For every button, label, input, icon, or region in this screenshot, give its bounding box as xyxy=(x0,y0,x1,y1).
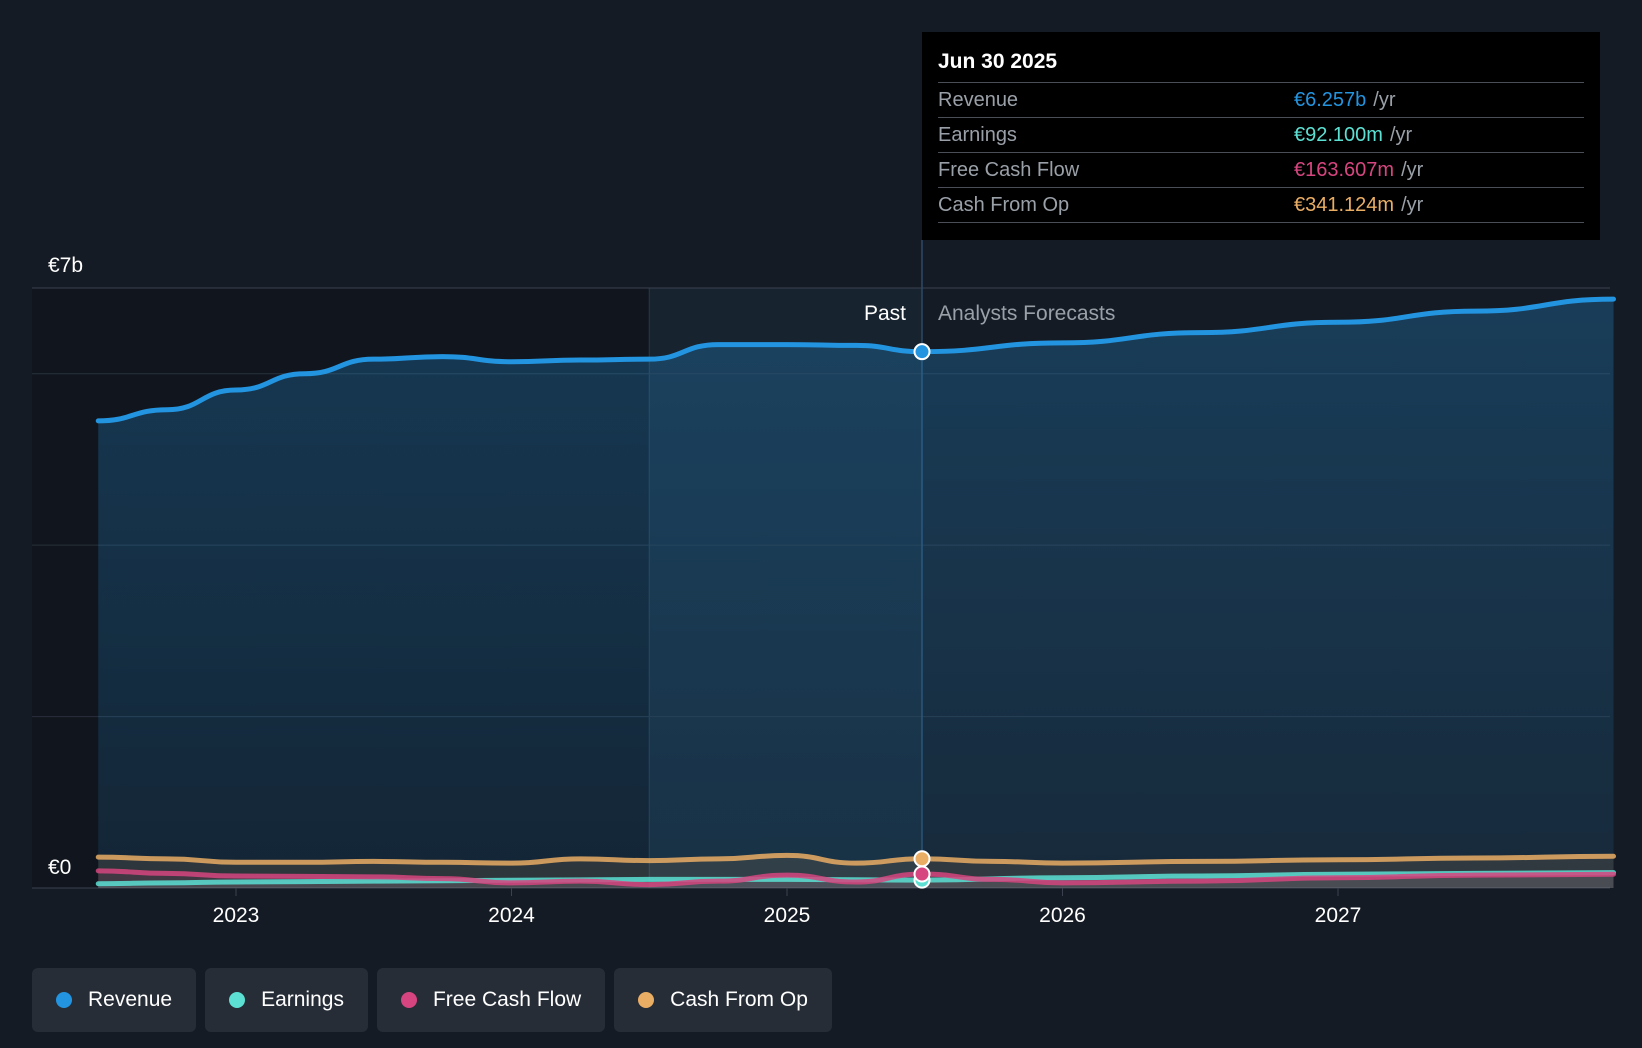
tooltip-date: Jun 30 2025 xyxy=(938,50,1058,73)
tooltip-value: €92.100m xyxy=(1294,124,1383,146)
x-tick-label: 2023 xyxy=(213,904,260,927)
free-cash-flow-area xyxy=(98,870,1614,888)
revenue-marker xyxy=(913,343,931,361)
tooltip-unit: /yr xyxy=(1401,159,1424,181)
legend-item-cash-from-op[interactable]: Cash From Op xyxy=(614,968,832,1032)
x-tick-label: 2027 xyxy=(1315,904,1362,927)
past-label: Past xyxy=(864,302,906,325)
tooltip-value: €163.607m xyxy=(1294,159,1395,181)
tooltip-label: Revenue xyxy=(938,89,1019,111)
tooltip-unit: /yr xyxy=(1373,89,1396,111)
legend-dot-icon xyxy=(400,992,417,1008)
x-tick-label: 2024 xyxy=(488,904,535,927)
free-cash-flow-line xyxy=(95,868,1616,888)
tooltip-unit: /yr xyxy=(1389,124,1413,146)
legend-label: Free Cash Flow xyxy=(432,988,582,1011)
legend-item-earnings[interactable]: Earnings xyxy=(205,968,368,1032)
tooltip: Jun 30 2025 Revenue €6.257b /yr Earnings… xyxy=(922,32,1600,240)
forecast-label: Analysts Forecasts xyxy=(938,302,1115,325)
x-tick-label: 2025 xyxy=(764,904,811,927)
y-tick-label: €7b xyxy=(48,254,83,277)
legend-label: Earnings xyxy=(261,988,344,1011)
legend-item-free-cash-flow[interactable]: Free Cash Flow xyxy=(376,968,606,1032)
tooltip-unit: /yr xyxy=(1401,194,1424,216)
tooltip-row-earnings: Earnings €92.100m /yr xyxy=(938,117,1584,152)
tooltip-value: €341.124m xyxy=(1294,194,1395,216)
tooltip-label: Free Cash Flow xyxy=(938,159,1080,181)
tooltip-label: Cash From Op xyxy=(938,194,1070,216)
tooltip-row-cash-from-op: Cash From Op €341.124m /yr xyxy=(938,187,1584,223)
legend-dot-icon xyxy=(638,992,655,1008)
legend-item-revenue[interactable]: Revenue xyxy=(32,968,197,1032)
x-tick-label: 2026 xyxy=(1039,904,1086,927)
free-cash-flow-marker xyxy=(913,865,931,883)
revenue-line xyxy=(95,296,1616,424)
tooltip-label: Earnings xyxy=(938,124,1017,146)
tooltip-row-revenue: Revenue €6.257b /yr xyxy=(938,82,1584,117)
tooltip-value: €6.257b xyxy=(1294,89,1367,111)
cash-from-op-marker xyxy=(913,850,931,868)
revenue-area xyxy=(98,299,1614,889)
legend-label: Revenue xyxy=(88,988,173,1011)
legend-dot-icon xyxy=(229,992,246,1008)
legend-dot-icon xyxy=(56,992,72,1008)
y-tick-label: €0 xyxy=(48,856,71,879)
legend: Revenue Earnings Free Cash Flow Cash Fro… xyxy=(32,968,832,1032)
tooltip-row-free-cash-flow: Free Cash Flow €163.607m /yr xyxy=(938,152,1584,187)
legend-label: Cash From Op xyxy=(670,988,808,1011)
cash-from-op-line xyxy=(95,852,1616,866)
